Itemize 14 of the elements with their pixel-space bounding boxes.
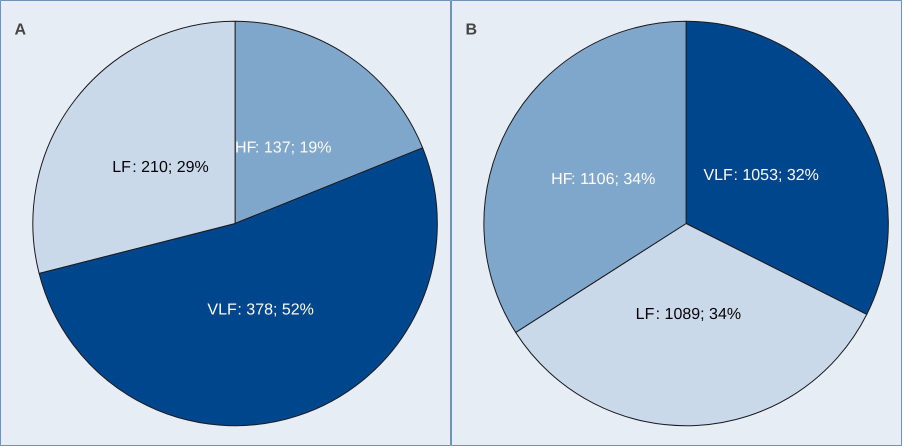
- slice-label: LF: [112, 159, 132, 176]
- slice-label: HF: [235, 139, 257, 156]
- slice-label: LF: [636, 306, 655, 324]
- slice-label: VLF: [703, 167, 734, 184]
- data-label: : 137; 19%: [255, 139, 332, 156]
- data-label: : 1106; 34%: [571, 171, 656, 188]
- chart-title: B: [466, 22, 478, 38]
- data-label: : 378; 52%: [237, 302, 314, 319]
- slice-label: HF: [551, 171, 573, 188]
- slice-label: VLF: [207, 302, 237, 319]
- chart-title: A: [14, 22, 26, 38]
- data-label: : 1053; 32%: [733, 167, 819, 184]
- data-label: : 1089; 34%: [656, 306, 742, 324]
- data-label: : 210; 29%: [132, 159, 209, 176]
